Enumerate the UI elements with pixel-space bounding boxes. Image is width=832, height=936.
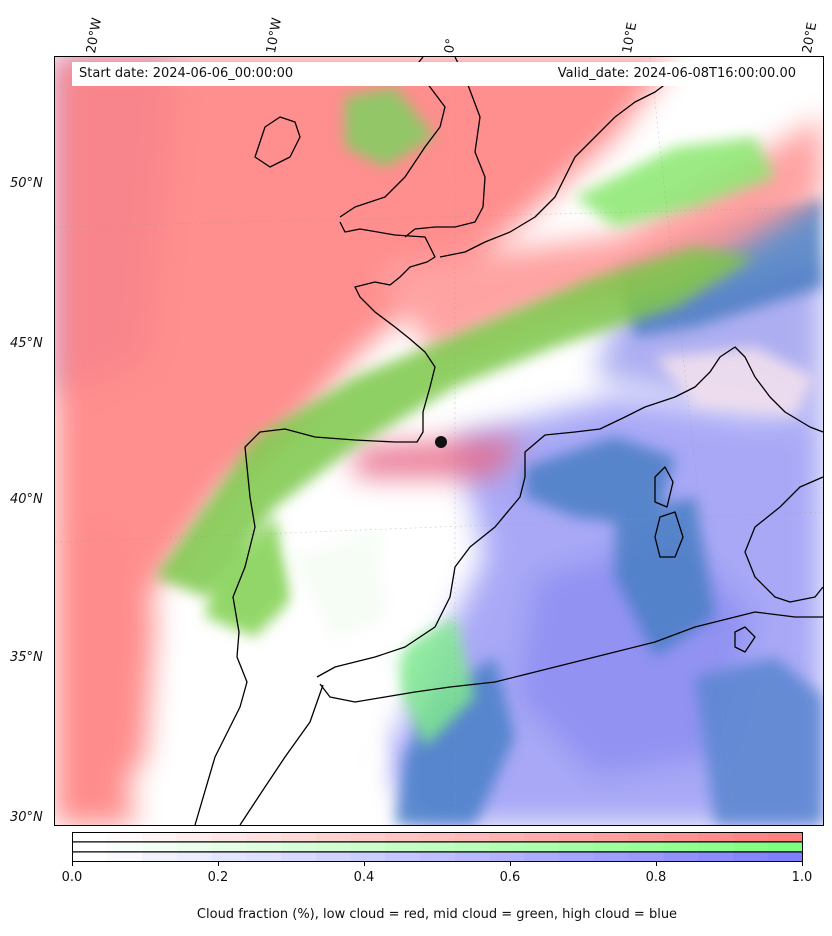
colorbar-segment [628,832,664,842]
date-info-box: Start date: 2024-06-06_00:00:00 Valid_da… [72,62,803,86]
colorbar-segment [489,832,525,842]
colorbar-segment [246,842,282,852]
colorbar-segment [142,832,178,842]
lon-label-20w: 20°W [84,16,106,55]
colorbar-segment [350,852,386,862]
colorbar-segment [211,832,247,842]
colorbar-segment [454,842,490,852]
colorbar-segment [211,852,247,862]
colorbar-segment [350,842,386,852]
colorbar-tick-0: 0.0 [61,870,83,885]
colorbar-segment [420,832,456,842]
lon-label-10e: 10°E [620,21,641,55]
colorbar [72,832,803,862]
colorbar-segment [732,852,769,862]
lon-label-20e: 20°E [800,21,821,55]
colorbar-segment [593,852,629,862]
colorbar-segment [142,842,178,852]
colorbar-segment [385,852,421,862]
colorbar-segment [524,842,560,852]
colorbar-segment [628,842,664,852]
colorbar-segment [767,832,803,842]
colorbar-segment [559,832,595,842]
map-panel[interactable] [54,56,824,826]
colorbar-segment [107,852,143,862]
colorbar-segment [559,842,595,852]
colorbar-segment [420,842,456,852]
colorbar-tick-4: 0.8 [645,870,667,885]
lon-label-0: 0° [442,37,460,55]
colorbar-segment [72,842,108,852]
colorbar-tick-5: 1.0 [791,870,813,885]
colorbar-segment [698,842,734,852]
colorbar-segment [315,842,351,852]
colorbar-segment [315,852,351,862]
colorbar-segment [593,842,629,852]
colorbar-segment [767,842,803,852]
colorbar-segment [663,842,699,852]
lat-label-40n: 40°N [10,492,43,507]
colorbar-segment [524,832,560,842]
colorbar-caption: Cloud fraction (%), low cloud = red, mid… [196,907,678,922]
colorbar-segment [142,852,178,862]
colorbar-segment [246,832,282,842]
start-date-label: Start date: 2024-06-06_00:00:00 [79,66,294,81]
colorbar-tick-2: 0.4 [353,870,375,885]
colorbar-segment [246,852,282,862]
colorbar-segment [385,832,421,842]
lon-label-10w: 10°W [264,16,286,55]
lat-label-35n: 35°N [10,650,43,665]
cloud-fraction-map [55,57,823,825]
colorbar-segment [176,832,212,842]
colorbar-segment [72,832,108,842]
colorbar-segment [385,842,421,852]
valid-date-label: Valid_date: 2024-06-08T16:00:00.00 [557,66,796,81]
colorbar-segment [732,842,769,852]
lat-label-45n: 45°N [10,336,43,351]
colorbar-segment [663,852,699,862]
colorbar-segment [211,842,247,852]
colorbar-segment [454,852,490,862]
location-marker [435,436,447,448]
colorbar-segment [72,852,108,862]
colorbar-segment [176,852,212,862]
colorbar-segment [559,852,595,862]
colorbar-segment [281,842,317,852]
graticule [55,57,823,825]
low-cloud-layer [55,57,823,825]
colorbar-segment [107,842,143,852]
colorbar-segment [698,852,734,862]
colorbar-segment [420,852,456,862]
colorbar-segment [698,832,734,842]
colorbar-segment [281,852,317,862]
colorbar-segment [454,832,490,842]
lat-label-30n: 30°N [10,810,43,825]
colorbar-segment [107,832,143,842]
colorbar-segment [350,832,386,842]
colorbar-tick-3: 0.6 [499,870,521,885]
lat-label-50n: 50°N [10,176,43,191]
colorbar-segment [767,852,803,862]
colorbar-tick-1: 0.2 [207,870,229,885]
colorbar-segment [489,842,525,852]
colorbar-segment [593,832,629,842]
colorbar-segment [281,832,317,842]
colorbar-segment [663,832,699,842]
colorbar-segment [732,832,769,842]
colorbar-segment [524,852,560,862]
colorbar-segment [176,842,212,852]
colorbar-segment [628,852,664,862]
colorbar-segment [315,832,351,842]
colorbar-segment [489,852,525,862]
